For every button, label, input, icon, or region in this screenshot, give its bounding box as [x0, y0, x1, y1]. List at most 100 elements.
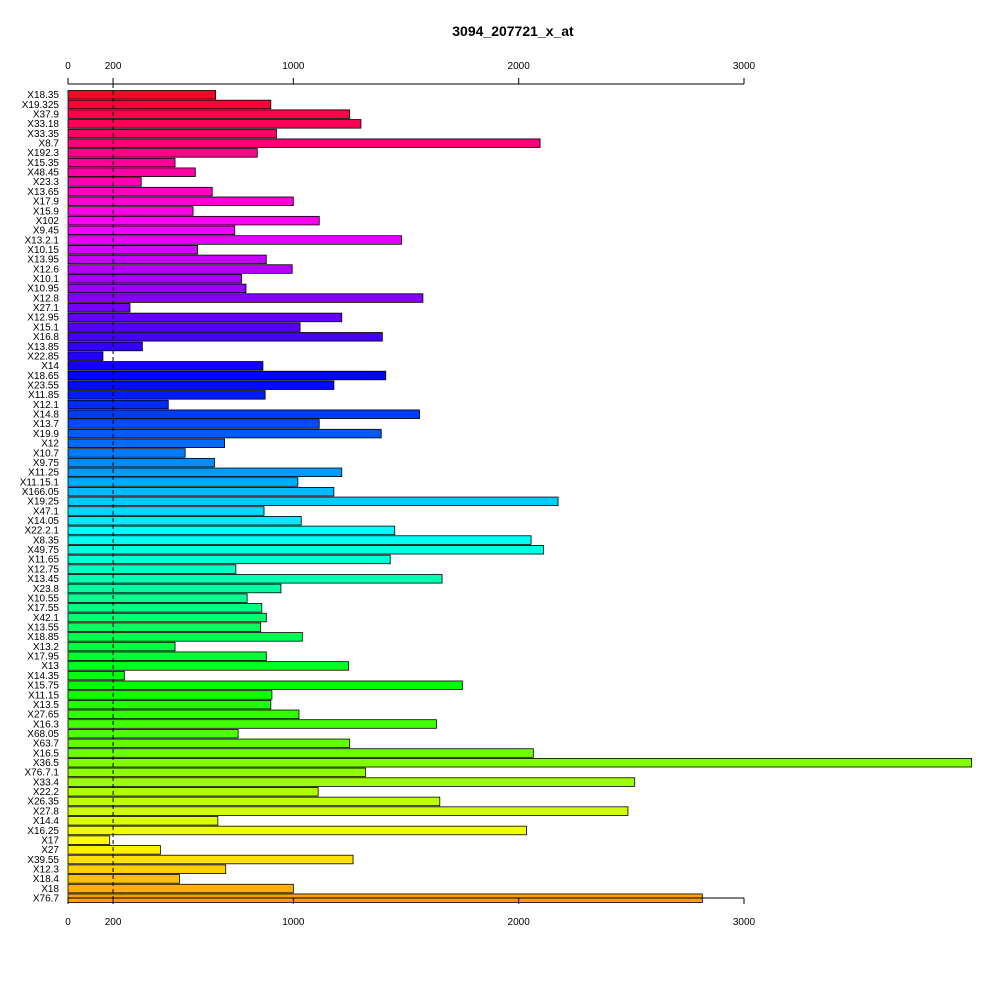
bar-X11.15.1 — [67, 477, 299, 487]
tick-label: 200 — [105, 61, 122, 72]
bar-X18.85 — [67, 632, 303, 642]
bar-X27.1 — [67, 303, 131, 313]
category-label: X48.45 — [27, 168, 59, 179]
bars — [67, 90, 972, 903]
bar-X10.7 — [67, 448, 186, 458]
category-label: X68.05 — [27, 729, 59, 740]
bar-X13.65 — [67, 186, 213, 197]
bar-X36.5 — [67, 758, 972, 768]
category-label: X27 — [41, 845, 59, 856]
bar-X16.5 — [67, 748, 534, 758]
category-label: X13.85 — [27, 342, 59, 353]
bar-X16.25 — [67, 825, 527, 836]
bar-X33.35 — [67, 128, 277, 139]
bar-X37.9 — [67, 109, 351, 119]
category-label: X47.1 — [33, 506, 60, 517]
category-label: X14 — [41, 361, 59, 372]
category-label: X14.05 — [27, 516, 59, 527]
bar-X17 — [67, 835, 111, 845]
tick-label: 3000 — [733, 61, 756, 72]
category-label: X17.95 — [27, 652, 59, 663]
bar-X13.5 — [67, 699, 272, 710]
chart-title: 3094_207721_x_at — [452, 23, 574, 39]
bar-X15.35 — [67, 157, 176, 168]
bar-X18.35 — [67, 90, 216, 100]
bar-X17.9 — [67, 196, 294, 206]
category-label: X76.7 — [33, 894, 60, 905]
category-label: X15.75 — [27, 681, 59, 692]
category-label: X10.95 — [27, 284, 59, 295]
category-label: X13.65 — [27, 187, 59, 198]
bar-X15.9 — [67, 206, 194, 216]
bar-X166.05 — [67, 486, 335, 497]
bar-X12.6 — [67, 264, 293, 274]
category-label: X19.25 — [27, 497, 59, 508]
bar-X14.35 — [67, 670, 125, 681]
category-label: X36.5 — [33, 758, 60, 769]
category-label: X10.55 — [27, 593, 59, 604]
bar-X10.1 — [67, 274, 242, 284]
category-label: X37.9 — [33, 109, 60, 120]
bar-X14.8 — [67, 409, 420, 419]
bar-X22.2.1 — [67, 525, 396, 536]
category-label: X22.2 — [33, 787, 60, 798]
category-label: X13.55 — [27, 623, 59, 634]
category-label: X13.2.1 — [25, 235, 60, 246]
category-label: X12.95 — [27, 313, 59, 324]
bar-X42.1 — [67, 612, 267, 623]
bar-X15.1 — [67, 322, 301, 332]
bar-X47.1 — [67, 506, 265, 516]
bar-X12 — [67, 438, 226, 448]
category-label: X13.95 — [27, 255, 59, 266]
bar-X23.55 — [67, 380, 335, 390]
bar-X18.65 — [67, 370, 387, 381]
category-label: X12.1 — [33, 400, 60, 411]
bar-X15.75 — [67, 680, 463, 690]
bar-X39.55 — [67, 854, 354, 865]
category-label: X18.4 — [33, 874, 60, 885]
category-label: X13 — [41, 661, 59, 672]
category-label: X9.45 — [33, 226, 60, 237]
category-label: X15.9 — [33, 206, 60, 217]
category-label: X49.75 — [27, 545, 59, 556]
category-label: X12.3 — [33, 865, 60, 876]
category-label: X16.8 — [33, 332, 60, 343]
bar-X27.65 — [67, 709, 300, 720]
bar-X19.325 — [67, 99, 272, 110]
category-label: X11.15 — [28, 690, 59, 701]
bar-X63.7 — [67, 738, 351, 749]
bar-X192.3 — [67, 148, 258, 158]
category-label: X33.18 — [27, 119, 59, 130]
bar-X16.8 — [67, 332, 383, 342]
bottom-axis: 0 200 1000 2000 3000 — [65, 897, 756, 928]
tick-label: 0 — [65, 61, 71, 72]
category-label: X27.8 — [33, 806, 60, 817]
category-label: X33.4 — [33, 777, 60, 788]
tick-label: 2000 — [508, 917, 531, 928]
category-label: X19.325 — [22, 100, 60, 111]
category-label: X166.05 — [22, 487, 60, 498]
bar-X19.25 — [67, 496, 559, 507]
category-label: X27.65 — [27, 710, 59, 721]
bar-X10.15 — [67, 244, 198, 255]
bar-X9.75 — [67, 457, 215, 468]
category-label: X11.15.1 — [20, 477, 60, 488]
category-label: X27.1 — [33, 303, 60, 314]
category-label: X22.2.1 — [25, 526, 60, 537]
bar-X13.2.1 — [67, 235, 402, 245]
bar-X12.8 — [67, 293, 424, 303]
category-label: X12.75 — [27, 564, 59, 575]
bar-X33.4 — [67, 777, 636, 787]
bar-X12.95 — [67, 312, 343, 323]
category-label: X23.3 — [33, 177, 60, 188]
category-label: X26.35 — [27, 797, 59, 808]
bar-X19.9 — [67, 428, 382, 439]
tick-label: 200 — [105, 917, 122, 928]
bar-X13.7 — [67, 419, 320, 429]
bar-X22.85 — [67, 351, 104, 361]
category-label: X8.7 — [38, 139, 59, 150]
category-label: X63.7 — [33, 739, 60, 750]
category-label: X14.4 — [33, 816, 60, 827]
bar-X14.4 — [67, 816, 219, 826]
